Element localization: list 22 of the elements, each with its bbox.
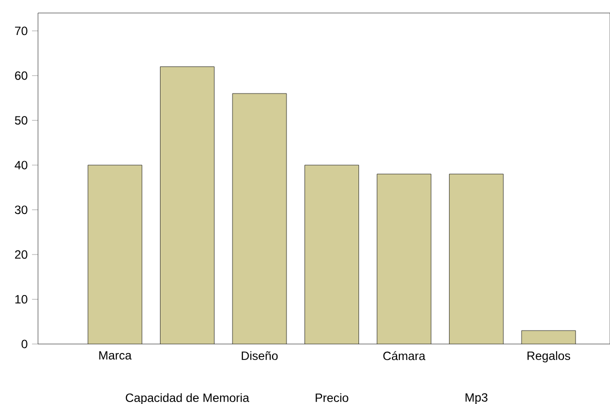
y-tick-label: 0 bbox=[22, 340, 28, 348]
x-tick-label: Regalos bbox=[528, 351, 570, 362]
bar bbox=[304, 164, 359, 344]
bar bbox=[376, 174, 432, 344]
y-tick-label: 60 bbox=[15, 71, 28, 80]
x-tick-label: Capacidad de Memoria bbox=[126, 393, 250, 404]
bar bbox=[160, 66, 214, 344]
x-tick-label: Precio bbox=[316, 393, 348, 402]
y-tick-label: 40 bbox=[14, 160, 28, 170]
bar bbox=[449, 174, 504, 344]
bar bbox=[88, 164, 142, 344]
x-tick-label: Mp3 bbox=[466, 393, 488, 404]
y-tick-label: 50 bbox=[14, 116, 28, 125]
y-tick-label: 30 bbox=[14, 206, 28, 214]
x-tick-label: Cámara bbox=[383, 351, 426, 360]
y-tick-label: 70 bbox=[15, 26, 28, 36]
y-tick-label: 20 bbox=[15, 250, 28, 259]
y-tick-label: 10 bbox=[15, 295, 28, 304]
bar bbox=[232, 93, 287, 344]
x-tick-label: Diseño bbox=[242, 351, 278, 360]
x-tick-label: Marca bbox=[99, 351, 132, 360]
bar bbox=[521, 330, 576, 344]
